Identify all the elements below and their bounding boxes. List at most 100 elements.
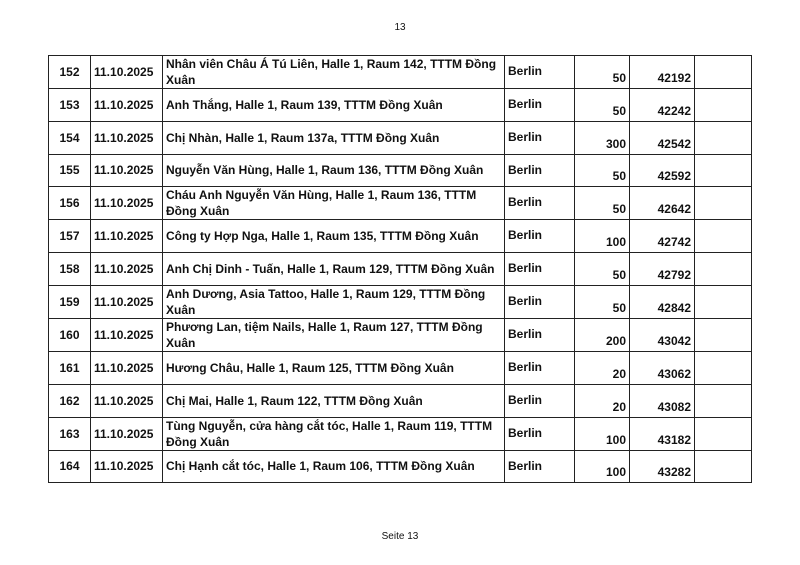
row-description: Chị Nhàn, Halle 1, Raum 137a, TTTM Đồng … xyxy=(162,120,505,155)
table-row: 155 11.10.2025 Nguyễn Văn Hùng, Halle 1, R… xyxy=(48,153,752,188)
row-date: 11.10.2025 xyxy=(90,350,163,385)
row-city: Berlin xyxy=(504,449,575,484)
row-date: 11.10.2025 xyxy=(90,383,163,418)
row-number: 154 xyxy=(48,120,91,155)
table-row: 158 11.10.2025 Anh Chị Dinh - Tuấn, Halle … xyxy=(48,252,752,286)
row-empty-cell xyxy=(694,317,752,352)
row-running-total: 43182 xyxy=(629,416,695,451)
row-number: 156 xyxy=(48,186,91,221)
row-empty-cell xyxy=(694,383,752,418)
row-running-total: 42192 xyxy=(629,55,695,89)
row-city: Berlin xyxy=(504,55,575,89)
row-date: 11.10.2025 xyxy=(90,317,163,352)
table-row: 161 11.10.2025 Hương Châu, Halle 1, Raum 1… xyxy=(48,350,752,385)
row-running-total: 42592 xyxy=(629,153,695,188)
row-city: Berlin xyxy=(504,284,575,319)
page-footer: Seite 13 xyxy=(381,531,419,542)
row-number: 158 xyxy=(48,252,91,286)
row-empty-cell xyxy=(694,153,752,188)
row-empty-cell xyxy=(694,252,752,286)
row-running-total: 42542 xyxy=(629,120,695,155)
row-amount: 20 xyxy=(574,350,630,385)
row-description: Nhân viên Châu Á Tú Liên, Halle 1, Raum … xyxy=(162,55,505,89)
row-date: 11.10.2025 xyxy=(90,153,163,188)
row-date: 11.10.2025 xyxy=(90,55,163,89)
row-number: 153 xyxy=(48,88,91,122)
row-empty-cell xyxy=(694,284,752,319)
row-city: Berlin xyxy=(504,383,575,418)
row-amount: 50 xyxy=(574,55,630,89)
row-amount: 50 xyxy=(574,88,630,122)
row-date: 11.10.2025 xyxy=(90,219,163,254)
table-row: 159 11.10.2025 Anh Dương, Asia Tattoo, Hal… xyxy=(48,284,752,319)
row-number: 157 xyxy=(48,219,91,254)
row-running-total: 42242 xyxy=(629,88,695,122)
row-number: 159 xyxy=(48,284,91,319)
row-amount: 200 xyxy=(574,317,630,352)
row-description: Chị Hạnh cắt tóc, Halle 1, Raum 106, TTT… xyxy=(162,449,505,484)
table-row: 156 11.10.2025 Cháu Anh Nguyễn Văn Hùng, H… xyxy=(48,186,752,221)
row-city: Berlin xyxy=(504,350,575,385)
row-empty-cell xyxy=(694,350,752,385)
row-running-total: 42842 xyxy=(629,284,695,319)
row-description: Anh Thắng, Halle 1, Raum 139, TTTM Đồng … xyxy=(162,88,505,122)
row-number: 161 xyxy=(48,350,91,385)
row-description: Hương Châu, Halle 1, Raum 125, TTTM Đồng… xyxy=(162,350,505,385)
row-date: 11.10.2025 xyxy=(90,252,163,286)
row-running-total: 43082 xyxy=(629,383,695,418)
row-city: Berlin xyxy=(504,120,575,155)
table-row: 157 11.10.2025 Công ty Hợp Nga, Halle 1, R… xyxy=(48,219,752,254)
row-date: 11.10.2025 xyxy=(90,120,163,155)
row-empty-cell xyxy=(694,88,752,122)
row-description: Phương Lan, tiệm Nails, Halle 1, Raum 12… xyxy=(162,317,505,352)
row-empty-cell xyxy=(694,55,752,89)
table-row: 154 11.10.2025 Chị Nhàn, Halle 1, Raum 137… xyxy=(48,120,752,155)
row-running-total: 43042 xyxy=(629,317,695,352)
row-description: Anh Dương, Asia Tattoo, Halle 1, Raum 12… xyxy=(162,284,505,319)
row-amount: 50 xyxy=(574,252,630,286)
row-amount: 100 xyxy=(574,416,630,451)
table-row: 162 11.10.2025 Chị Mai, Halle 1, Raum 122,… xyxy=(48,383,752,418)
row-running-total: 42742 xyxy=(629,219,695,254)
table-row: 164 11.10.2025 Chị Hạnh cắt tóc, Halle 1, … xyxy=(48,449,752,484)
row-empty-cell xyxy=(694,219,752,254)
row-amount: 50 xyxy=(574,153,630,188)
row-city: Berlin xyxy=(504,153,575,188)
donation-table: 152 11.10.2025 Nhân viên Châu Á Tú Liên, H… xyxy=(48,55,752,484)
row-amount: 100 xyxy=(574,449,630,484)
row-empty-cell xyxy=(694,120,752,155)
row-empty-cell xyxy=(694,449,752,484)
row-amount: 50 xyxy=(574,284,630,319)
row-city: Berlin xyxy=(504,317,575,352)
row-date: 11.10.2025 xyxy=(90,186,163,221)
row-running-total: 42642 xyxy=(629,186,695,221)
row-date: 11.10.2025 xyxy=(90,449,163,484)
row-amount: 20 xyxy=(574,383,630,418)
row-description: Tùng Nguyễn, cửa hàng cắt tóc, Halle 1, … xyxy=(162,416,505,451)
row-date: 11.10.2025 xyxy=(90,284,163,319)
row-description: Nguyễn Văn Hùng, Halle 1, Raum 136, TTTM… xyxy=(162,153,505,188)
row-city: Berlin xyxy=(504,186,575,221)
row-date: 11.10.2025 xyxy=(90,88,163,122)
row-description: Anh Chị Dinh - Tuấn, Halle 1, Raum 129, … xyxy=(162,252,505,286)
row-running-total: 42792 xyxy=(629,252,695,286)
row-number: 163 xyxy=(48,416,91,451)
row-number: 152 xyxy=(48,55,91,89)
row-description: Cháu Anh Nguyễn Văn Hùng, Halle 1, Raum … xyxy=(162,186,505,221)
row-description: Chị Mai, Halle 1, Raum 122, TTTM Đồng Xu… xyxy=(162,383,505,418)
table-row: 152 11.10.2025 Nhân viên Châu Á Tú Liên, H… xyxy=(48,55,752,89)
row-number: 155 xyxy=(48,153,91,188)
row-city: Berlin xyxy=(504,252,575,286)
row-date: 11.10.2025 xyxy=(90,416,163,451)
row-running-total: 43062 xyxy=(629,350,695,385)
row-running-total: 43282 xyxy=(629,449,695,484)
page-number: 13 xyxy=(394,22,406,33)
row-amount: 100 xyxy=(574,219,630,254)
row-number: 162 xyxy=(48,383,91,418)
row-city: Berlin xyxy=(504,88,575,122)
row-empty-cell xyxy=(694,186,752,221)
row-city: Berlin xyxy=(504,219,575,254)
row-amount: 300 xyxy=(574,120,630,155)
row-number: 164 xyxy=(48,449,91,484)
table-row: 160 11.10.2025 Phương Lan, tiệm Nails, Hal… xyxy=(48,317,752,352)
